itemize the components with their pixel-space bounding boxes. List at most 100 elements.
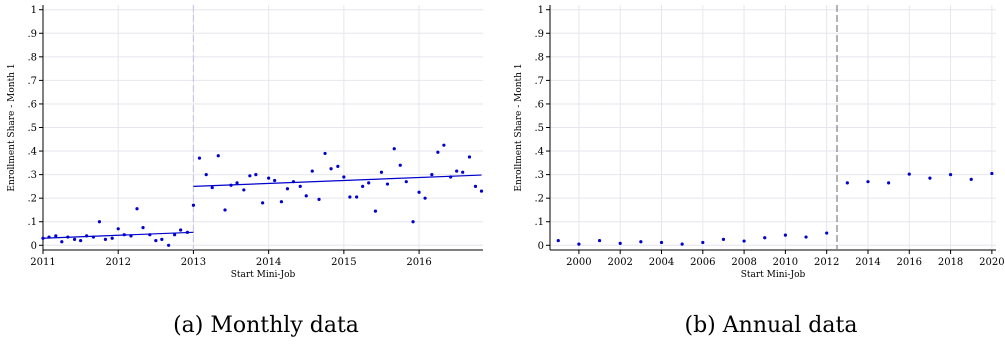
- annual-point-12: [804, 235, 808, 239]
- panel-monthly: (a) Monthly data 0 .1 .2 .3 .4 .5 .6 .7 .8 .9 1 201…: [7, 5, 484, 338]
- monthly-point-23: [185, 230, 190, 234]
- monthly-point-34: [254, 173, 258, 177]
- annual-ytick-label-0: 0: [538, 241, 544, 252]
- monthly-xtick-label-2: 2013: [181, 257, 206, 268]
- monthly-ytick-label-9: .9: [27, 29, 37, 40]
- monthly-ytick-label-0: 0: [31, 241, 37, 252]
- annual-ytick-label-6: .6: [534, 99, 544, 110]
- monthly-point-22: [179, 228, 183, 232]
- monthly-ytick-label-8: .8: [27, 52, 37, 63]
- monthly-point-27: [210, 185, 214, 190]
- monthly-point-46: [329, 167, 333, 171]
- monthly-point-69: [473, 184, 478, 188]
- annual-ytick-label-8: .8: [534, 52, 544, 63]
- monthly-y-axis-label: Enrollment Share - Month 1: [7, 63, 17, 191]
- annual-point-17: [907, 172, 911, 176]
- monthly-point-52: [367, 181, 371, 185]
- monthly-ytick-label-10: 1: [31, 5, 37, 16]
- annual-x-axis-label: Start Mini-Job: [741, 270, 806, 280]
- monthly-point-32: [242, 188, 246, 192]
- annual-point-5: [659, 240, 664, 245]
- monthly-ytick-label-3: .3: [27, 170, 37, 181]
- monthly-point-64: [442, 143, 446, 147]
- monthly-point-7: [85, 234, 89, 238]
- monthly-point-18: [154, 238, 158, 243]
- monthly-point-58: [404, 180, 408, 184]
- monthly-point-15: [135, 207, 139, 211]
- annual-y-axis-label: Enrollment Share - Month 1: [514, 63, 524, 191]
- monthly-ytick-label-5: .5: [27, 123, 37, 134]
- annual-point-0: [556, 238, 560, 243]
- monthly-point-60: [417, 190, 421, 194]
- monthly-point-37: [273, 178, 277, 183]
- monthly-ytick-label-7: .7: [27, 76, 37, 87]
- monthly-point-8: [91, 235, 95, 239]
- monthly-point-65: [449, 175, 453, 179]
- monthly-point-13: [122, 233, 126, 237]
- monthly-point-29: [223, 208, 227, 212]
- monthly-point-1: [47, 235, 51, 239]
- annual-point-7: [701, 240, 705, 245]
- annual-ytick-label-9: .9: [534, 29, 544, 40]
- monthly-xtick-label-3: 2014: [256, 257, 281, 268]
- annual-point-21: [990, 171, 994, 176]
- annual-point-20: [969, 177, 973, 181]
- monthly-xtick-label-5: 2016: [406, 257, 431, 268]
- annual-point-16: [887, 181, 891, 185]
- monthly-point-30: [229, 183, 233, 187]
- annual-ytick-label-1: .1: [534, 217, 544, 228]
- monthly-point-61: [423, 196, 427, 200]
- monthly-point-49: [348, 195, 352, 199]
- monthly-point-20: [167, 243, 171, 247]
- monthly-point-0: [41, 236, 45, 240]
- monthly-point-24: [191, 203, 196, 207]
- annual-xtick-label-9: 2018: [938, 257, 963, 268]
- annual-xtick-label-7: 2014: [855, 257, 880, 268]
- monthly-point-2: [54, 234, 58, 238]
- annual-point-15: [866, 180, 870, 184]
- monthly-point-63: [436, 150, 440, 154]
- annual-point-14: [845, 181, 849, 185]
- monthly-point-16: [141, 226, 145, 230]
- annual-ytick-label-10: 1: [538, 5, 544, 16]
- monthly-point-62: [430, 173, 434, 177]
- monthly-ytick-label-4: .4: [27, 147, 37, 158]
- monthly-point-19: [160, 237, 164, 241]
- annual-point-3: [618, 241, 622, 246]
- monthly-ytick-label-1: .1: [27, 217, 37, 228]
- monthly-point-45: [323, 151, 327, 156]
- panel-annual: (b) Annual data 0 .1 .2 .3 .4 .5 .6 .7 .8 .9 1 2000…: [514, 5, 1005, 338]
- monthly-point-55: [385, 182, 390, 186]
- annual-xtick-label-3: 2006: [690, 257, 715, 268]
- monthly-point-31: [235, 181, 239, 185]
- monthly-point-54: [379, 170, 384, 174]
- annual-point-11: [783, 233, 787, 237]
- annual-point-2: [597, 238, 602, 243]
- monthly-point-57: [398, 163, 402, 167]
- annual-point-10: [763, 236, 767, 240]
- monthly-point-6: [79, 238, 83, 243]
- monthly-point-68: [467, 155, 472, 159]
- monthly-xtick-label-4: 2015: [331, 257, 356, 268]
- monthly-point-21: [173, 233, 177, 237]
- monthly-point-35: [261, 201, 265, 205]
- monthly-point-51: [361, 184, 365, 188]
- monthly-point-10: [103, 237, 108, 241]
- monthly-point-47: [336, 164, 340, 168]
- monthly-point-42: [304, 194, 308, 198]
- annual-ytick-label-7: .7: [534, 76, 544, 87]
- monthly-point-70: [479, 189, 484, 193]
- annual-point-9: [742, 239, 746, 243]
- monthly-ytick-label-2: .2: [27, 194, 37, 205]
- annual-xtick-label-0: 2000: [566, 257, 591, 268]
- monthly-point-59: [411, 220, 415, 224]
- monthly-point-17: [148, 233, 152, 237]
- monthly-point-28: [216, 154, 220, 158]
- monthly-point-48: [342, 175, 346, 179]
- monthly-point-14: [129, 234, 133, 238]
- monthly-point-44: [317, 197, 321, 201]
- annual-xtick-label-8: 2016: [897, 257, 922, 268]
- caption-monthly: (a) Monthly data: [173, 313, 359, 338]
- monthly-point-12: [116, 227, 120, 231]
